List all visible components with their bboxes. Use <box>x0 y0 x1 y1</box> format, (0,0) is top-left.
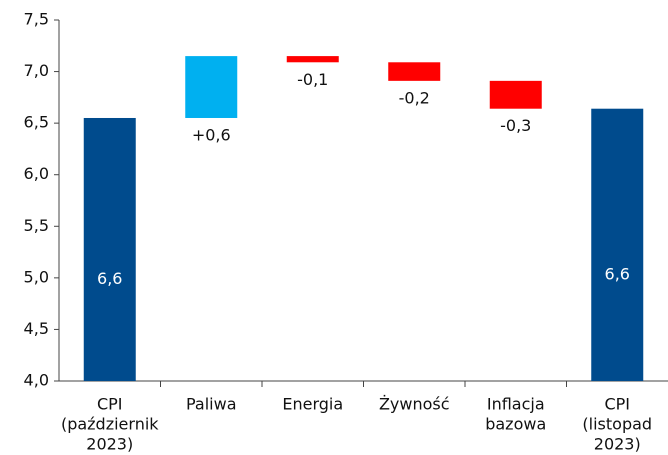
x-tick-label: (listopad <box>582 415 652 434</box>
x-tick-label: Paliwa <box>186 395 237 414</box>
bar <box>388 62 441 81</box>
y-tick-label: 7,0 <box>24 61 49 80</box>
value-label: 6,6 <box>97 269 122 288</box>
y-tick-label: 5,0 <box>24 267 49 286</box>
y-tick-label: 7,5 <box>24 10 49 29</box>
x-tick-label: CPI <box>604 395 630 414</box>
y-tick-label: 6,0 <box>24 164 49 183</box>
bar <box>185 56 238 118</box>
x-tick-label: (październik <box>61 415 159 434</box>
y-tick-label: 4,5 <box>24 319 49 338</box>
x-tick-label: 2023) <box>86 435 133 454</box>
x-tick-label: Inflacja <box>487 395 545 414</box>
x-tick-label: 2023) <box>594 435 641 454</box>
value-label: -0,1 <box>297 70 328 89</box>
x-tick-label: bazowa <box>485 415 546 434</box>
x-tick-label: Żywność <box>379 395 450 414</box>
x-tick-label: Energia <box>282 395 343 414</box>
bar <box>286 56 339 63</box>
value-label: 6,6 <box>605 264 630 283</box>
y-tick-label: 5,5 <box>24 216 49 235</box>
value-label: -0,3 <box>500 116 531 135</box>
bar <box>591 108 644 382</box>
bar <box>83 117 136 381</box>
value-label: +0,6 <box>192 125 231 144</box>
bar <box>489 80 542 109</box>
y-tick-label: 4,0 <box>24 371 49 390</box>
y-tick-label: 6,5 <box>24 113 49 132</box>
value-label: -0,2 <box>399 88 430 107</box>
x-tick-label: CPI <box>97 395 123 414</box>
